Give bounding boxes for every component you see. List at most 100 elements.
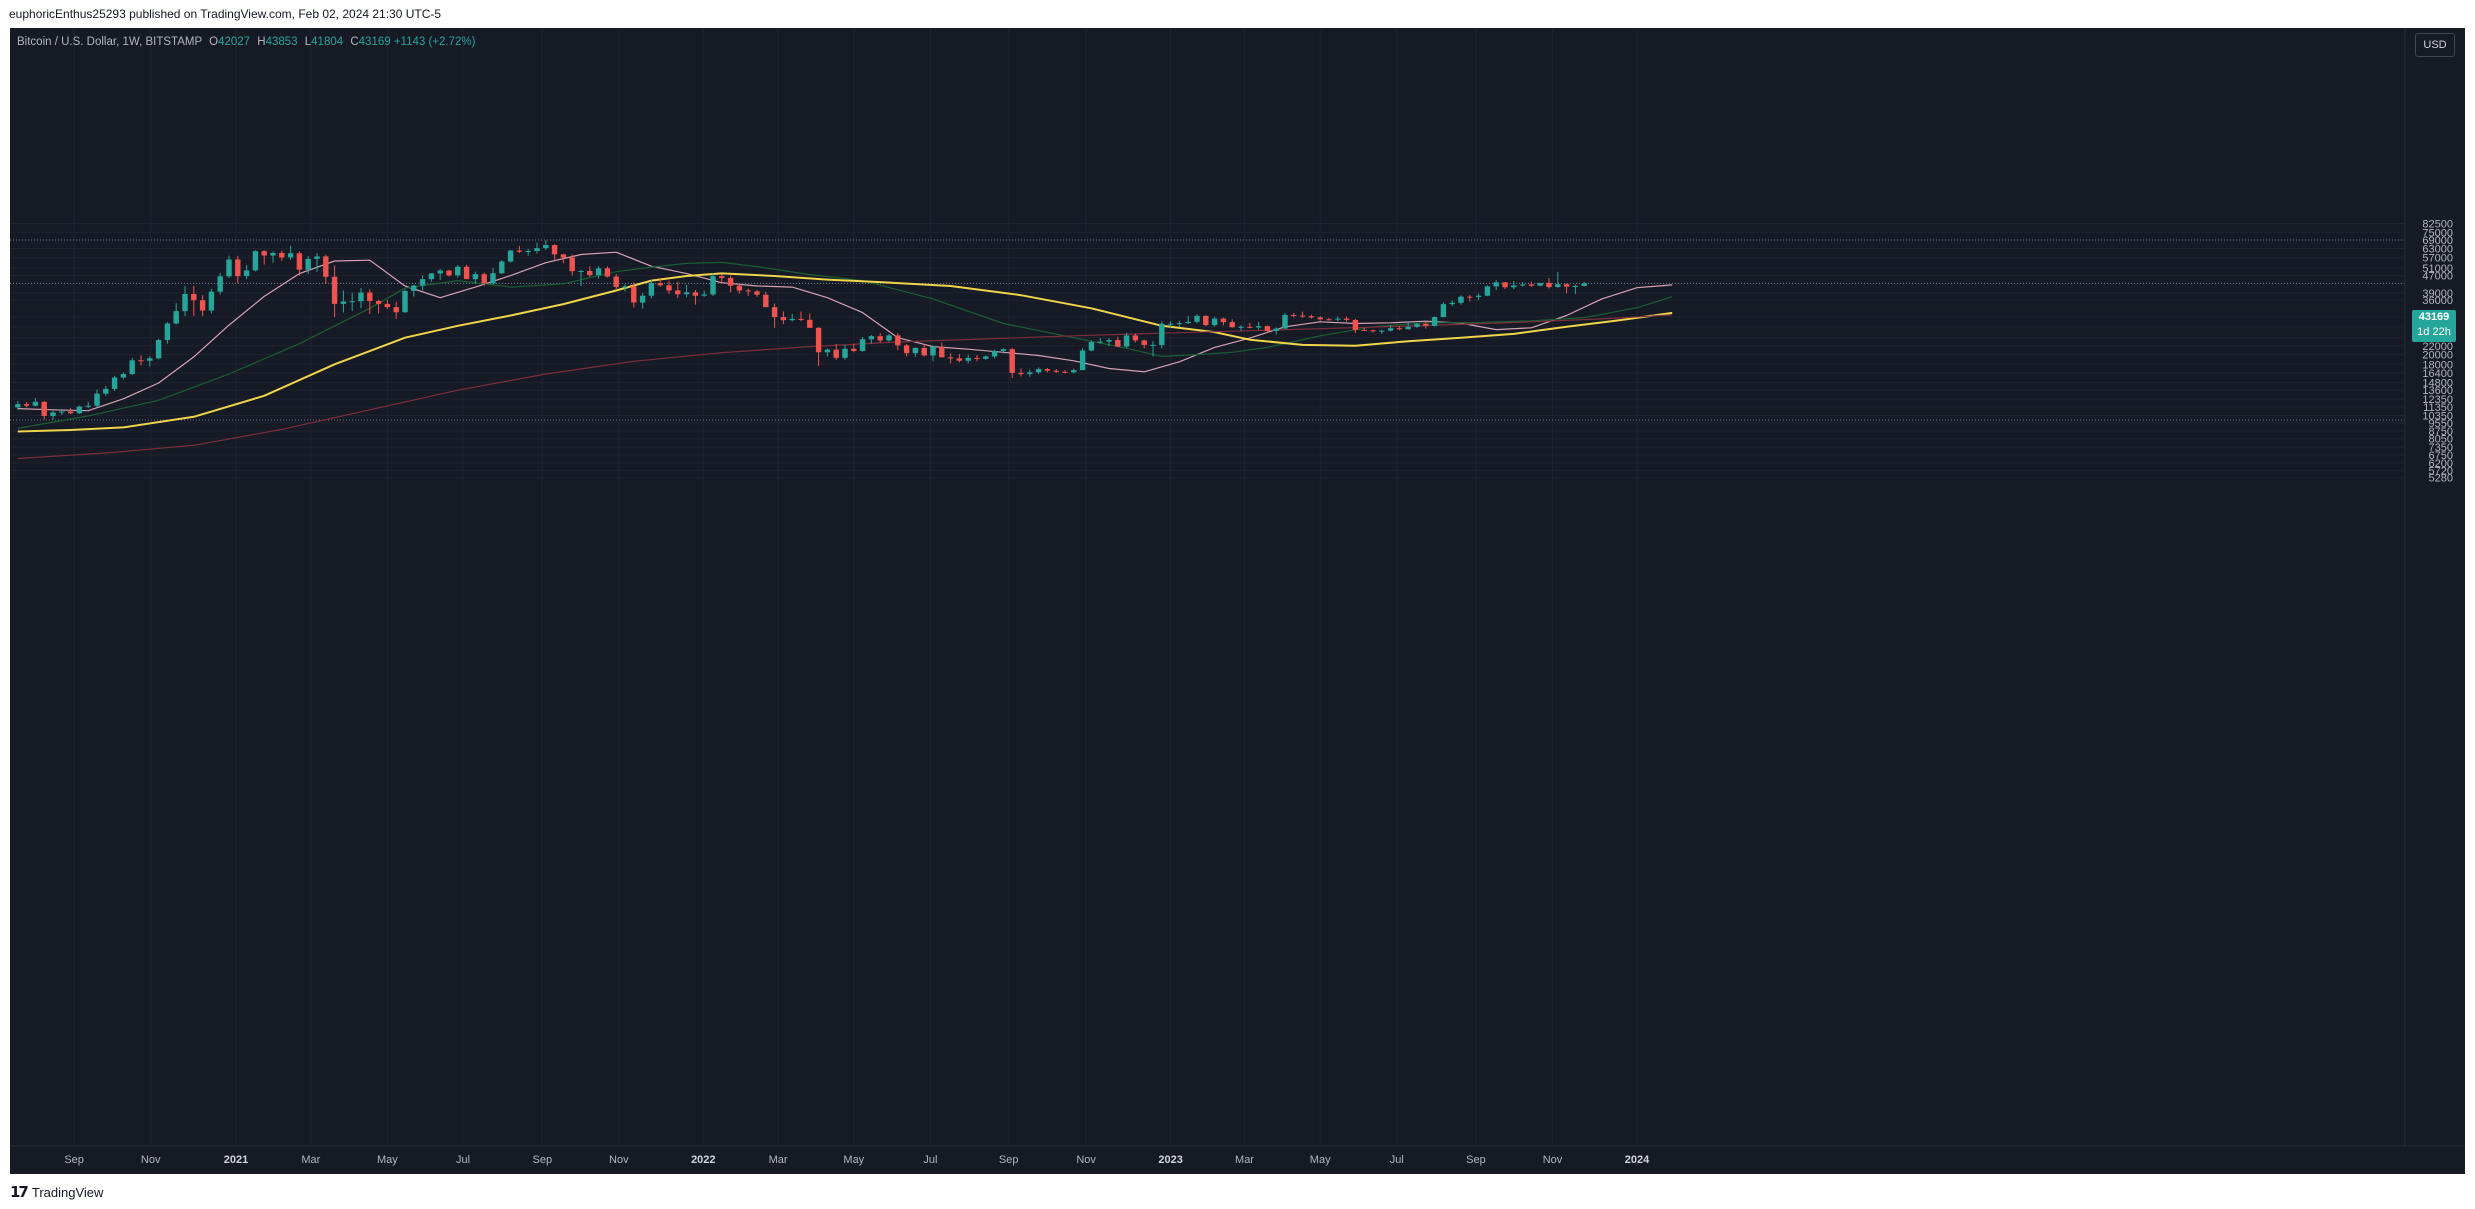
time-tick-label: Sep	[64, 1154, 84, 1166]
price-tick-label: 5720	[2429, 465, 2453, 477]
candle-body	[727, 277, 734, 286]
candle-body	[736, 285, 743, 291]
candle-body	[604, 268, 611, 277]
candle-body	[173, 311, 179, 324]
time-tick-label: 2022	[691, 1154, 715, 1166]
candle-body	[1053, 370, 1059, 372]
time-tick-label: Jul	[456, 1154, 470, 1166]
candle-body	[745, 290, 751, 292]
candle-body	[1405, 326, 1411, 330]
candle-body	[763, 294, 769, 308]
candle-body	[930, 346, 936, 356]
time-tick-label: Nov	[1076, 1154, 1096, 1166]
candle-body	[859, 339, 866, 351]
candle-body	[1519, 284, 1526, 286]
close-value: 43169	[358, 36, 391, 48]
time-tick-label: Sep	[532, 1154, 552, 1166]
candle-body	[974, 357, 980, 359]
price-tick-label: 22000	[2422, 341, 2453, 353]
time-tick-label: 2021	[224, 1154, 248, 1166]
candle-body	[1027, 372, 1033, 375]
candle-body	[1000, 349, 1007, 351]
candle-body	[1458, 296, 1464, 303]
candle-body	[1361, 329, 1367, 331]
candle-body	[120, 374, 127, 378]
candle-body	[1440, 304, 1447, 318]
candle-body	[613, 276, 619, 287]
time-tick-label: 2023	[1158, 1154, 1182, 1166]
candle-body	[358, 292, 364, 302]
candle-body	[534, 248, 540, 251]
candle-body	[1370, 330, 1376, 332]
candle-body	[543, 245, 549, 249]
candle-body	[1396, 328, 1403, 330]
price-tick-label: 10350	[2422, 410, 2453, 422]
candle-body	[1062, 371, 1068, 373]
candle-body	[261, 251, 267, 256]
candle-body	[1176, 323, 1183, 325]
candle-body	[1282, 314, 1288, 329]
candle-body	[719, 276, 725, 278]
candle-body	[1414, 323, 1420, 327]
moving-average-line	[17, 272, 1673, 433]
currency-button[interactable]: USD	[2415, 33, 2455, 57]
price-tick-label: 18000	[2422, 359, 2453, 371]
time-axis[interactable]: Sep Nov 2021 Mar May Jul Sep Nov 2022 Mar May Jul Se…	[10, 1145, 2465, 1174]
candle-body	[1352, 319, 1359, 330]
candle-body	[1088, 342, 1095, 351]
time-tick-label: Mar	[1235, 1154, 1254, 1166]
candle-body	[1581, 283, 1587, 286]
price-axis-bg	[2405, 28, 2465, 1146]
candle-body	[798, 318, 804, 320]
candle-body	[903, 345, 910, 354]
candle-body	[1555, 284, 1561, 288]
tradingview-logo[interactable]: 17 TradingView	[10, 1183, 103, 1201]
candle-body	[490, 273, 496, 284]
candle-body	[912, 347, 919, 354]
candle-body	[1572, 285, 1579, 287]
price-tick-label: 36000	[2422, 295, 2453, 307]
symbol-legend: Bitcoin / U.S. Dollar, 1W, BITSTAMP O420…	[17, 36, 475, 48]
candle-body	[701, 294, 707, 296]
candle-body	[455, 266, 461, 276]
candle-body	[807, 319, 813, 328]
candle-body	[1132, 335, 1139, 341]
candle-body	[1291, 314, 1297, 316]
candle-body	[384, 303, 391, 308]
candle-body	[1387, 328, 1394, 331]
candle-body	[842, 348, 848, 358]
candle-body	[94, 393, 100, 406]
candle-body	[1273, 328, 1279, 332]
candle-body	[1308, 316, 1315, 318]
price-tick-label: 6200	[2429, 458, 2453, 470]
tradingview-logo-icon: 17	[10, 1183, 29, 1201]
time-tick-label: Nov	[609, 1154, 629, 1166]
candle-body	[1317, 317, 1323, 320]
candle-body	[76, 406, 83, 414]
candle-body	[1079, 350, 1086, 371]
candle-body	[1229, 322, 1235, 328]
candle-body	[877, 336, 883, 341]
candle-body	[155, 340, 162, 359]
candle-body	[226, 259, 232, 277]
candle-body	[525, 250, 531, 252]
candle-body	[199, 300, 206, 311]
candle-body	[507, 250, 514, 262]
candle-body	[587, 270, 593, 276]
candle-body	[1115, 340, 1121, 347]
time-tick-label: Jul	[923, 1154, 937, 1166]
open-value: 42027	[218, 36, 251, 48]
price-tick-label: 14800	[2422, 377, 2453, 389]
candle-body	[1194, 315, 1200, 322]
time-tick-label: May	[377, 1154, 398, 1166]
candle-body	[939, 346, 945, 358]
candle-body	[103, 388, 109, 394]
price-tick-label: 51000	[2422, 263, 2453, 275]
price-tick-label: 20000	[2422, 350, 2453, 362]
chart-area[interactable]	[10, 28, 2465, 1174]
candle-body	[639, 295, 646, 303]
time-tick-label: Sep	[999, 1154, 1019, 1166]
candle-body	[516, 250, 523, 252]
